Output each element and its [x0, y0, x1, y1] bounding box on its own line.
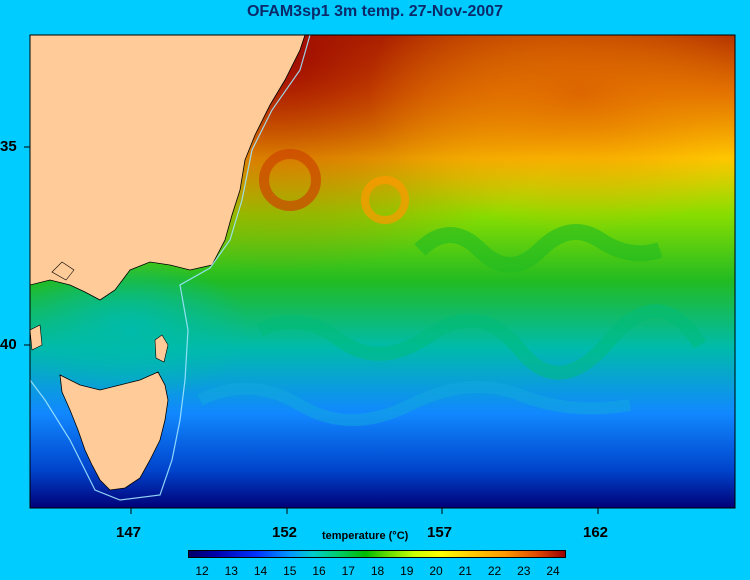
colorbar-tick-label: 20 — [429, 564, 443, 578]
colorbar-tick-label: 12 — [195, 564, 209, 578]
colorbar-tick-label: 22 — [487, 564, 502, 578]
colorbar-tick-label: 24 — [546, 564, 560, 578]
colorbar-tick-label: 16 — [312, 564, 326, 578]
colorbar-tick-label: 21 — [458, 564, 472, 578]
colorbar-tick-label: 14 — [253, 564, 268, 578]
map-title: OFAM3sp1 3m temp. 27-Nov-2007 — [246, 3, 504, 20]
tasmania-land — [59, 371, 169, 491]
colorbar-tick-label: 15 — [283, 564, 297, 578]
colorbar-tick-label: 23 — [517, 564, 531, 578]
colorbar-tick-label: 17 — [341, 564, 355, 578]
colorbar-tick-label: 18 — [370, 564, 385, 578]
x-tick-label: 162 — [583, 524, 609, 541]
x-tick-label: 147 — [116, 524, 142, 541]
x-tick-label: 157 — [427, 524, 453, 541]
colorbar-tick-label: 13 — [224, 564, 238, 578]
x-tick-label: 152 — [272, 524, 298, 541]
colorbar-label: temperature (°C) — [322, 530, 409, 542]
mainland-land — [30, 35, 306, 301]
colorbar — [188, 550, 566, 558]
y-tick-label: 35 — [0, 138, 17, 155]
colorbar-tick-label: 19 — [400, 564, 414, 578]
y-tick-label: 40 — [0, 336, 17, 353]
